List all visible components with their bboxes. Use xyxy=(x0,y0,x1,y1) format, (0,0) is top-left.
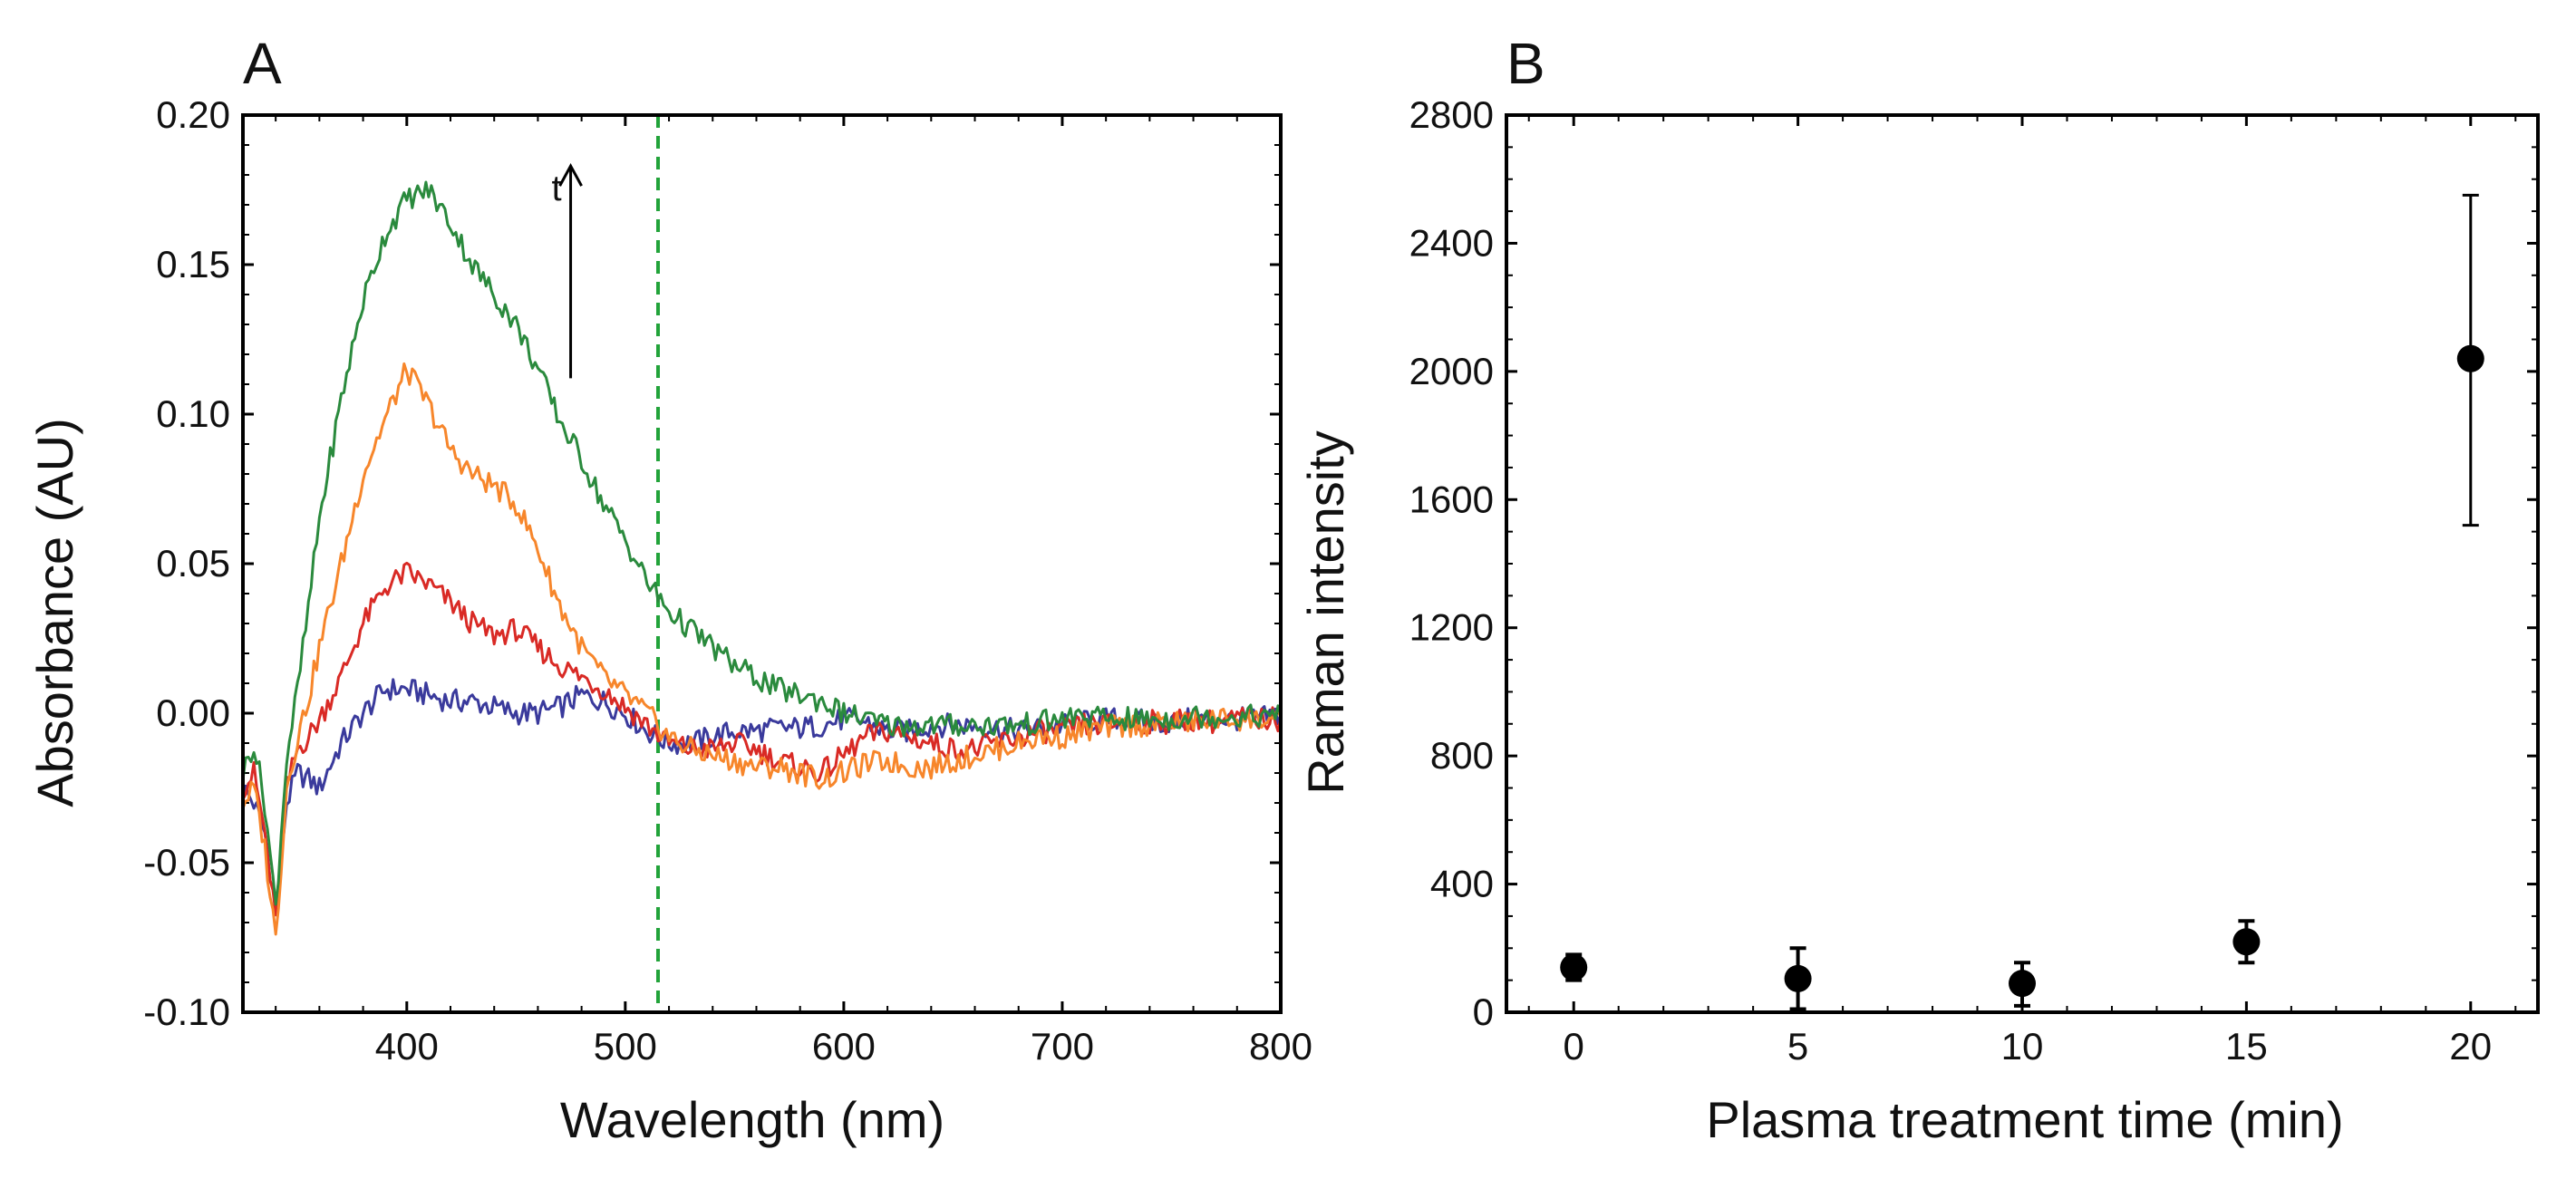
panel-b-series xyxy=(1560,193,2484,1011)
y-tick-label: -0.10 xyxy=(143,991,230,1033)
panel-a-label: A xyxy=(243,31,282,96)
y-tick-label: 400 xyxy=(1430,863,1494,905)
data-point xyxy=(2009,970,2036,998)
series-line-green xyxy=(241,180,1283,906)
data-point xyxy=(1784,964,1812,992)
y-tick-label: 2000 xyxy=(1409,350,1494,392)
panel-b-x-axis-title: Plasma treatment time (min) xyxy=(1706,1091,2343,1148)
panel-a-y-axis-title: Absorbance (AU) xyxy=(26,418,83,807)
x-tick-label: 400 xyxy=(375,1025,439,1068)
series-line-blue xyxy=(241,678,1283,907)
y-tick-label: 1600 xyxy=(1409,478,1494,520)
panel-a-series xyxy=(241,115,1283,1012)
y-tick-label: 2800 xyxy=(1409,93,1494,136)
data-point xyxy=(1560,953,1588,981)
y-tick-label: 0.10 xyxy=(156,392,230,435)
y-tick-label: 0.05 xyxy=(156,542,230,585)
x-tick-label: 5 xyxy=(1787,1025,1808,1068)
y-tick-label: 2400 xyxy=(1409,221,1494,264)
y-tick-label: 0.00 xyxy=(156,691,230,734)
panel-a-x-axis-title: Wavelength (nm) xyxy=(560,1091,944,1148)
panel-b-frame xyxy=(1505,113,2540,1014)
panel-a-axes: -0.10 -0.05 0.00 0.05 0.10 0.15 0.20 400 500 600 7… xyxy=(143,93,1312,1068)
panel-b-axes: 0 400 800 1200 1600 2000 2400 2800 0 5 10 15 20 xyxy=(1409,93,2538,1068)
data-point xyxy=(2456,344,2484,372)
x-tick-label: 10 xyxy=(2001,1025,2044,1068)
y-tick-label: 0.15 xyxy=(156,243,230,285)
panel-b-y-axis-title: Raman intensity xyxy=(1297,430,1354,795)
y-tick-label: 0.20 xyxy=(156,93,230,136)
y-tick-label: -0.05 xyxy=(143,841,230,884)
x-tick-label: 0 xyxy=(1564,1025,1584,1068)
x-tick-label: 800 xyxy=(1249,1025,1312,1068)
series-line-red xyxy=(241,561,1283,917)
x-tick-label: 500 xyxy=(594,1025,657,1068)
x-tick-label: 700 xyxy=(1031,1025,1094,1068)
data-point xyxy=(2232,928,2261,956)
y-tick-label: 800 xyxy=(1430,734,1494,777)
time-arrow-label: t xyxy=(551,169,561,208)
x-tick-label: 20 xyxy=(2449,1025,2492,1068)
panel-b-label: B xyxy=(1506,31,1545,96)
panel-a: A -0.10 -0.05 0.00 0.05 0.10 0.15 0.20 400 500 60… xyxy=(26,31,1312,1148)
x-tick-label: 15 xyxy=(2225,1025,2268,1068)
series-line-orange xyxy=(241,362,1283,936)
time-arrow-icon xyxy=(558,162,583,379)
y-tick-label: 1200 xyxy=(1409,606,1494,649)
panel-a-frame xyxy=(241,113,1283,1014)
y-tick-label: 0 xyxy=(1473,991,1494,1033)
panel-b: B 0 400 800 1200 1600 2000 2400 2800 0 5 10 15 20 Pl… xyxy=(1297,31,2540,1148)
x-tick-label: 600 xyxy=(812,1025,876,1068)
